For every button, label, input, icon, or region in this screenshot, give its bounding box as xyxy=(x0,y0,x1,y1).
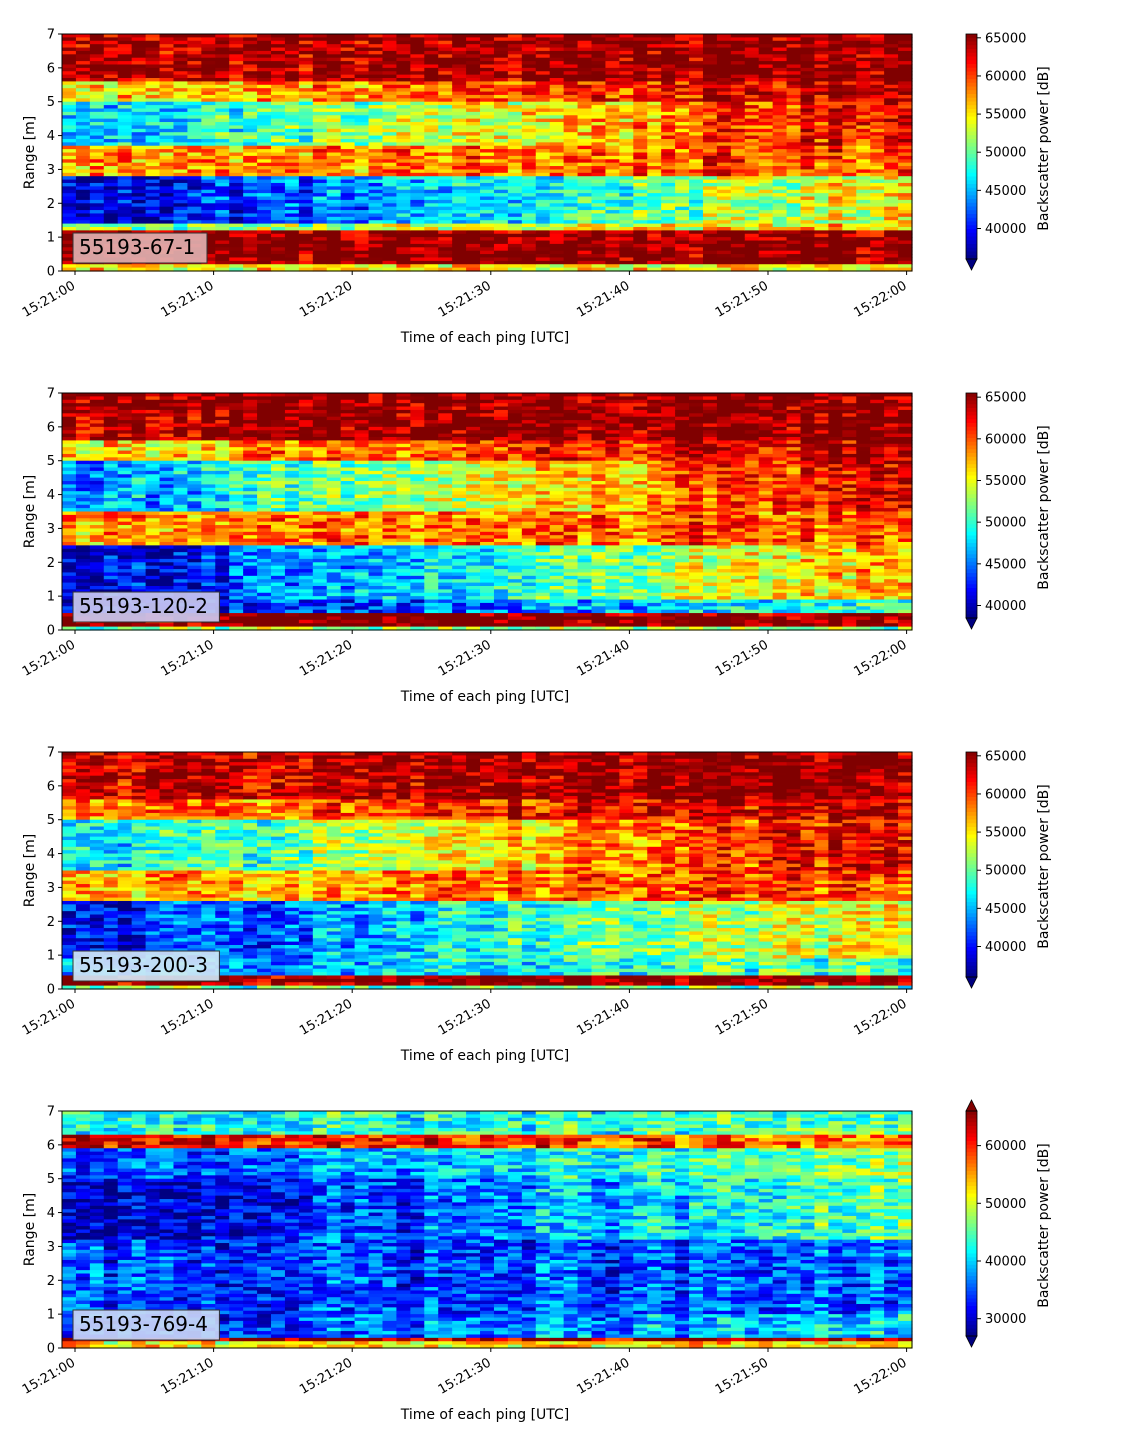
colorbar-segment xyxy=(966,199,977,203)
colorbar-segment xyxy=(966,207,977,211)
colorbar-segment xyxy=(966,150,977,154)
colorbar-tick-label: 55000 xyxy=(985,108,1026,123)
colorbar-segment xyxy=(966,135,977,139)
colorbar-segment xyxy=(966,139,977,143)
colorbar-segment xyxy=(966,75,977,79)
colorbar-segment xyxy=(966,240,977,244)
colorbar-tick-label: 65000 xyxy=(985,31,1026,46)
colorbar-segment xyxy=(966,248,977,252)
colorbar-segment xyxy=(966,147,977,151)
colorbar-segment xyxy=(966,192,977,196)
colorbar-segment xyxy=(966,222,977,226)
colorbar-segment xyxy=(966,72,977,76)
colorbar-segment xyxy=(966,49,977,53)
colorbar-tick-label: 40000 xyxy=(985,222,1026,237)
colorbar-segment xyxy=(966,237,977,241)
colorbar-segment xyxy=(966,79,977,83)
colorbar-tick-label: 50000 xyxy=(985,146,1026,161)
colorbar-segment xyxy=(966,87,977,91)
y-tick-label: 5 xyxy=(47,95,55,110)
colorbar-segment xyxy=(966,244,977,248)
colorbar-segment xyxy=(966,195,977,199)
colorbar-segment xyxy=(966,102,977,106)
colorbar-segment xyxy=(966,38,977,42)
x-tick-label: 15:22:00 xyxy=(852,278,910,320)
colorbar-segment xyxy=(966,98,977,102)
y-tick-label: 3 xyxy=(47,163,55,178)
echogram-chart-1: 0 1 2 3 4 5 6 7 15:21:00 15:21:10 15:21:20 15:21:30… xyxy=(0,0,1140,359)
colorbar-segment xyxy=(966,143,977,147)
colorbar-segment xyxy=(966,120,977,124)
colorbar-segment xyxy=(966,173,977,177)
x-tick-label: 15:21:50 xyxy=(713,278,771,320)
y-tick-label: 2 xyxy=(47,197,55,212)
x-tick-label: 15:21:00 xyxy=(20,278,78,320)
x-tick-label: 15:21:20 xyxy=(297,278,355,320)
colorbar-segment xyxy=(966,229,977,233)
colorbar-segment xyxy=(966,105,977,109)
colorbar-segment xyxy=(966,60,977,64)
x-tick-label: 15:21:10 xyxy=(159,278,217,320)
y-axis-label: Range [m] xyxy=(22,116,38,189)
y-tick-label: 1 xyxy=(47,231,55,246)
colorbar-segment xyxy=(966,158,977,162)
colorbar-segment xyxy=(966,68,977,72)
colorbar-segment xyxy=(966,45,977,49)
colorbar-segment xyxy=(966,132,977,136)
colorbar-tick-label: 45000 xyxy=(985,184,1026,199)
echogram-panel-1: 0 1 2 3 4 5 6 7 15:21:00 15:21:10 15:21:20 15:21:30… xyxy=(0,0,1140,359)
colorbar-segment xyxy=(966,188,977,192)
colorbar-segment xyxy=(966,165,977,169)
colorbar-segment xyxy=(966,94,977,98)
colorbar-segment xyxy=(966,83,977,87)
colorbar-segment xyxy=(966,218,977,222)
colorbar-tick-label: 60000 xyxy=(985,69,1026,84)
colorbar-segment xyxy=(966,42,977,46)
y-tick-label: 0 xyxy=(47,265,55,280)
colorbar-segment xyxy=(966,233,977,237)
colorbar-segment xyxy=(966,225,977,229)
colorbar-segment xyxy=(966,169,977,173)
colorbar-segment xyxy=(966,180,977,184)
x-tick-label: 15:21:30 xyxy=(436,278,494,320)
colorbar-segment xyxy=(966,154,977,158)
colorbar-segment xyxy=(966,64,977,68)
colorbar-segment xyxy=(966,214,977,218)
colorbar-segment xyxy=(966,128,977,132)
colorbar-segment xyxy=(966,90,977,94)
colorbar xyxy=(966,34,977,270)
y-tick-label: 6 xyxy=(47,61,55,76)
colorbar-segment xyxy=(966,124,977,128)
colorbar-segment xyxy=(966,162,977,166)
x-tick-label: 15:21:40 xyxy=(574,278,632,320)
colorbar-extend-min xyxy=(966,259,977,270)
colorbar-segment xyxy=(966,252,977,256)
y-tick-label: 7 xyxy=(47,28,55,43)
colorbar-segment xyxy=(966,34,977,38)
colorbar-segment xyxy=(966,203,977,207)
y-tick-label: 4 xyxy=(47,129,55,144)
colorbar-segment xyxy=(966,57,977,61)
colorbar-segment xyxy=(966,177,977,181)
colorbar-segment xyxy=(966,109,977,113)
colorbar-segment xyxy=(966,184,977,188)
colorbar-segment xyxy=(966,117,977,121)
colorbar-segment xyxy=(966,53,977,57)
x-axis-label: Time of each ping [UTC] xyxy=(400,330,570,346)
cast-label: 55193-67-1 xyxy=(79,235,195,259)
colorbar-segment xyxy=(966,210,977,214)
colorbar-segment xyxy=(966,113,977,117)
colorbar-label: Backscatter power [dB] xyxy=(1036,66,1052,231)
